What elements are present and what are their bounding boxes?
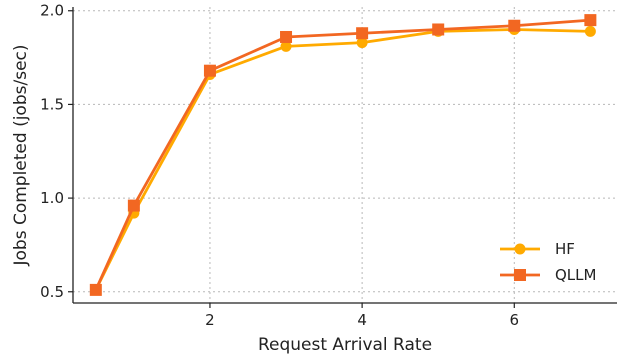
data-point [280, 40, 292, 52]
legend-marker [514, 269, 526, 281]
data-point [508, 19, 521, 32]
grid-lines [73, 7, 617, 303]
y-tick-label: 1.0 [40, 189, 64, 207]
data-point [584, 25, 596, 37]
legend: HF QLLM [500, 240, 596, 284]
axis-ticks: 2 4 6 0.5 1.0 1.5 2.0 [40, 2, 519, 329]
data-point [356, 37, 368, 49]
data-point [127, 199, 140, 212]
series-hf [90, 23, 596, 296]
y-tick-label: 2.0 [40, 2, 64, 20]
data-point [280, 30, 293, 43]
x-tick-label: 4 [357, 311, 367, 329]
axes [72, 7, 617, 304]
x-axis-title: Request Arrival Rate [258, 335, 432, 355]
data-point [203, 64, 216, 77]
data-point [356, 27, 369, 40]
legend-label: QLLM [555, 266, 596, 284]
y-tick-label: 1.5 [40, 95, 64, 113]
x-tick-label: 2 [205, 311, 215, 329]
series-qllm [89, 14, 597, 296]
x-tick-label: 6 [510, 311, 520, 329]
y-axis-title: Jobs Completed (jobs/sec) [11, 44, 31, 266]
series-line [94, 28, 591, 291]
y-tick-label: 0.5 [40, 283, 64, 301]
legend-label: HF [555, 240, 575, 258]
series-line [94, 18, 591, 291]
data-point [584, 14, 597, 27]
series [89, 14, 597, 296]
legend-marker [514, 243, 526, 255]
data-point [432, 23, 445, 36]
legend-item-qllm: QLLM [500, 266, 596, 284]
data-point [89, 283, 102, 296]
legend-item-hf: HF [500, 240, 575, 258]
